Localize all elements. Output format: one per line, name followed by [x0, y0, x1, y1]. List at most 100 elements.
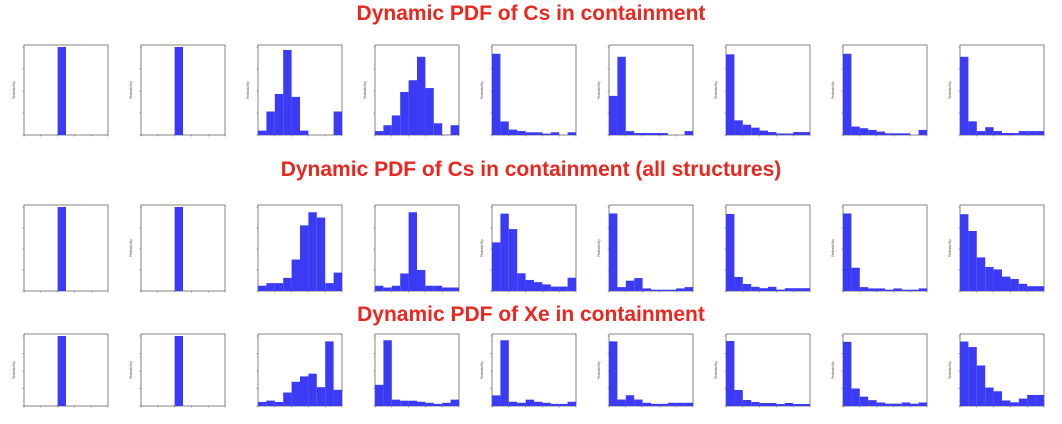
histogram-bar	[893, 133, 902, 135]
histogram-svg: Probability	[597, 204, 694, 293]
histogram-bar	[893, 288, 902, 291]
histogram-bar	[885, 289, 894, 291]
histogram-bar	[1035, 286, 1044, 291]
histogram-bar	[283, 277, 292, 291]
histogram-bar	[433, 403, 443, 406]
histogram-bar	[993, 131, 1002, 135]
histogram-bar	[893, 403, 902, 406]
histogram-bar	[300, 130, 309, 135]
histogram-svg: Probability	[480, 333, 577, 408]
histogram-bar	[316, 387, 326, 406]
histogram-svg	[373, 333, 460, 408]
histogram-bar	[609, 95, 618, 135]
histogram-bar	[609, 213, 618, 291]
histogram-bar	[851, 388, 860, 406]
histogram-bar	[333, 111, 342, 135]
histogram-svg: Probability	[597, 333, 694, 408]
histogram-bar	[400, 273, 409, 291]
histogram-bar	[651, 403, 660, 406]
histogram-svg: Probability	[714, 44, 811, 137]
histogram-bar	[283, 392, 292, 406]
histogram-bar	[885, 403, 894, 406]
histogram-bar	[1010, 402, 1019, 406]
histogram-svg: Probability	[12, 333, 109, 408]
section-title-xe: Dynamic PDF of Xe in containment	[357, 303, 705, 326]
histogram-bar	[542, 133, 551, 135]
histogram-bar	[433, 123, 443, 135]
histogram-bar	[1027, 394, 1036, 406]
histogram-bar	[918, 402, 927, 406]
y-axis-label: Probability	[363, 81, 367, 99]
histogram-bar	[742, 284, 752, 291]
histogram-svg: Probability	[129, 333, 226, 408]
histogram-bar	[57, 47, 66, 135]
plot-frame	[608, 204, 694, 292]
y-axis-label: Probability	[831, 81, 835, 99]
histogram-r3-p8: Probability	[825, 325, 933, 423]
histogram-bar	[759, 288, 768, 291]
histogram-bar	[901, 133, 911, 135]
histogram-bar	[500, 213, 509, 291]
histogram-bar	[859, 396, 869, 406]
histogram-r1-p2: Probability	[123, 36, 231, 152]
histogram-bar	[885, 133, 894, 135]
histogram-bar	[408, 212, 417, 291]
histogram-bar	[968, 347, 977, 406]
histogram-bar	[1018, 131, 1028, 135]
histogram-bar	[57, 336, 66, 406]
histogram-bar	[266, 111, 275, 135]
histogram-bar	[308, 212, 317, 291]
histogram-bar	[391, 285, 401, 291]
histogram-bar	[659, 289, 668, 291]
histogram-svg: Probability	[831, 204, 928, 293]
histogram-bar	[634, 133, 643, 135]
histogram-bar	[508, 129, 518, 135]
histogram-bar	[985, 387, 994, 406]
histogram-r2-p3	[240, 196, 348, 308]
histogram-r3-p6: Probability	[591, 325, 699, 423]
histogram-bar	[659, 403, 668, 406]
histogram-r1-p5: Probability	[474, 36, 582, 152]
histogram-bar	[1035, 131, 1044, 135]
histogram-bar	[508, 401, 518, 406]
histogram-bar	[57, 207, 66, 291]
histogram-r1-p6: Probability	[591, 36, 699, 152]
section-title-cs-all-structures: Dynamic PDF of Cs in containment (all st…	[280, 158, 782, 181]
histogram-r2-p7	[708, 196, 816, 308]
histogram-bar	[776, 404, 785, 406]
plot-frame	[959, 44, 1045, 136]
histogram-bar	[525, 399, 534, 406]
histogram-bar	[517, 130, 526, 135]
histogram-bar	[174, 336, 183, 406]
histogram-svg	[724, 204, 811, 293]
histogram-bar	[968, 121, 977, 135]
histogram-bar	[868, 288, 877, 291]
y-axis-label: Probability	[597, 361, 601, 379]
histogram-bar	[651, 133, 660, 135]
histogram-bar	[742, 124, 752, 135]
histogram-bar	[843, 341, 852, 406]
histogram-r3-p2: Probability	[123, 325, 231, 423]
histogram-bar	[559, 403, 568, 406]
histogram-bar	[642, 133, 651, 135]
y-axis-label: Probability	[597, 239, 601, 257]
histogram-bar	[734, 390, 743, 406]
y-axis-label: Probability	[480, 239, 484, 257]
histogram-bar	[859, 287, 869, 291]
histogram-bar	[759, 130, 768, 135]
y-axis-label: Probability	[948, 361, 952, 379]
histogram-bar	[676, 288, 685, 291]
histogram-bar	[517, 402, 526, 406]
histogram-row-cs-all-structures: Probability Probability Probability Probabi…	[0, 196, 1062, 308]
histogram-bar	[751, 286, 760, 291]
histogram-bar	[993, 269, 1002, 291]
histogram-bar	[617, 399, 626, 406]
histogram-bar	[960, 341, 969, 406]
histogram-bar	[843, 213, 852, 291]
histogram-bar	[784, 403, 794, 406]
histogram-bar	[793, 132, 802, 135]
histogram-bar	[391, 115, 401, 135]
histogram-bar	[759, 403, 768, 406]
plot-frame	[842, 44, 928, 136]
histogram-bar	[768, 403, 777, 406]
